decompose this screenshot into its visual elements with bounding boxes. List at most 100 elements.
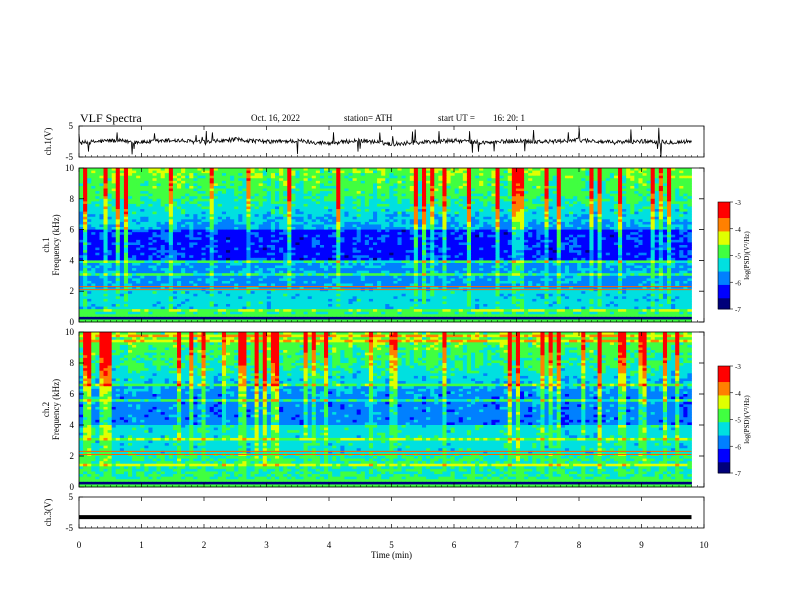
psd-cell (405, 216, 411, 220)
psd-cell (475, 234, 480, 238)
psd-cell (430, 224, 435, 228)
psd-cell (381, 242, 386, 246)
psd-cell (409, 191, 415, 195)
psd-cell (540, 224, 545, 228)
psd-cell (79, 196, 84, 200)
psd-cell (303, 229, 309, 233)
psd-cell (499, 221, 505, 225)
psd-cell (103, 198, 108, 202)
psd-cell (103, 239, 108, 243)
psd-cell (471, 183, 476, 187)
psd-cell (364, 168, 370, 171)
psd-cell (381, 219, 386, 223)
psd-cell (164, 201, 170, 205)
psd-cell (687, 201, 692, 205)
psd-cell (270, 183, 276, 187)
psd-cell (250, 191, 255, 195)
psd-cell (687, 214, 692, 218)
psd-cell (483, 203, 488, 207)
psd-cell (667, 168, 672, 171)
psd-cell (385, 198, 390, 202)
psd-cell (479, 219, 484, 223)
psd-cell (279, 227, 284, 230)
psd-cell (238, 201, 243, 205)
psd-cell (348, 229, 353, 233)
psd-cell (548, 183, 554, 187)
psd-cell (91, 214, 96, 218)
psd-cell (356, 211, 362, 215)
psd-cell (332, 188, 337, 192)
psd-cell (295, 168, 300, 171)
psd-cell (115, 227, 121, 230)
psd-cell (311, 188, 317, 192)
psd-cell (209, 214, 215, 218)
psd-cell (520, 214, 525, 218)
psd-cell (569, 227, 574, 230)
psd-cell (226, 170, 231, 174)
psd-cell (221, 237, 227, 241)
psd-cell (552, 232, 558, 236)
psd-cell (613, 201, 619, 205)
psd-cell (144, 196, 149, 200)
psd-cell (601, 247, 607, 251)
psd-cell (471, 206, 476, 210)
psd-cell (381, 185, 386, 189)
psd-cell (495, 168, 500, 171)
psd-cell (426, 183, 431, 187)
psd-cell (332, 183, 337, 187)
psd-cell (168, 239, 174, 243)
psd-cell (344, 219, 349, 223)
psd-cell (148, 206, 153, 210)
psd-cell (209, 175, 215, 179)
psd-cell (185, 239, 190, 243)
psd-cell (581, 198, 586, 202)
psd-cell (552, 168, 558, 171)
psd-cell (609, 234, 615, 238)
psd-cell (446, 173, 451, 177)
psd-cell (409, 242, 415, 246)
psd-cell (340, 211, 345, 215)
psd-cell (152, 168, 157, 171)
psd-cell (385, 224, 390, 228)
psd-cell (589, 201, 594, 205)
psd-cell (177, 229, 182, 233)
psd-cell (299, 250, 304, 254)
psd-cell (283, 209, 288, 213)
psd-cell (87, 219, 92, 223)
psd-cell (83, 175, 88, 179)
psd-cell (381, 247, 386, 251)
psd-cell (328, 221, 333, 225)
psd-cell (262, 168, 268, 171)
psd-cell (360, 168, 366, 171)
psd-cell (319, 175, 325, 179)
psd-cell (132, 185, 137, 189)
psd-cell (332, 201, 337, 205)
psd-cell (630, 170, 635, 174)
psd-cell (393, 224, 398, 228)
psd-cell (434, 211, 439, 215)
psd-cell (638, 224, 643, 228)
psd-cell (381, 168, 386, 171)
psd-cell (275, 203, 280, 207)
psd-cell (344, 247, 349, 251)
psd-cell (332, 180, 337, 184)
psd-cell (446, 234, 451, 238)
psd-cell (291, 178, 296, 182)
psd-cell (422, 214, 427, 218)
psd-cell (540, 193, 545, 197)
psd-cell (148, 170, 153, 174)
psd-cell (405, 245, 411, 248)
psd-cell (479, 185, 484, 189)
psd-cell (581, 183, 586, 187)
psd-cell (511, 245, 517, 248)
psd-cell (401, 178, 407, 182)
psd-cell (426, 242, 431, 246)
psd-cell (487, 234, 492, 238)
psd-cell (99, 180, 104, 184)
psd-cell (185, 206, 190, 210)
psd-cell (332, 178, 337, 182)
psd-cell (381, 227, 386, 230)
psd-cell (687, 242, 692, 246)
psd-cell (495, 224, 500, 228)
psd-cell (164, 170, 170, 174)
